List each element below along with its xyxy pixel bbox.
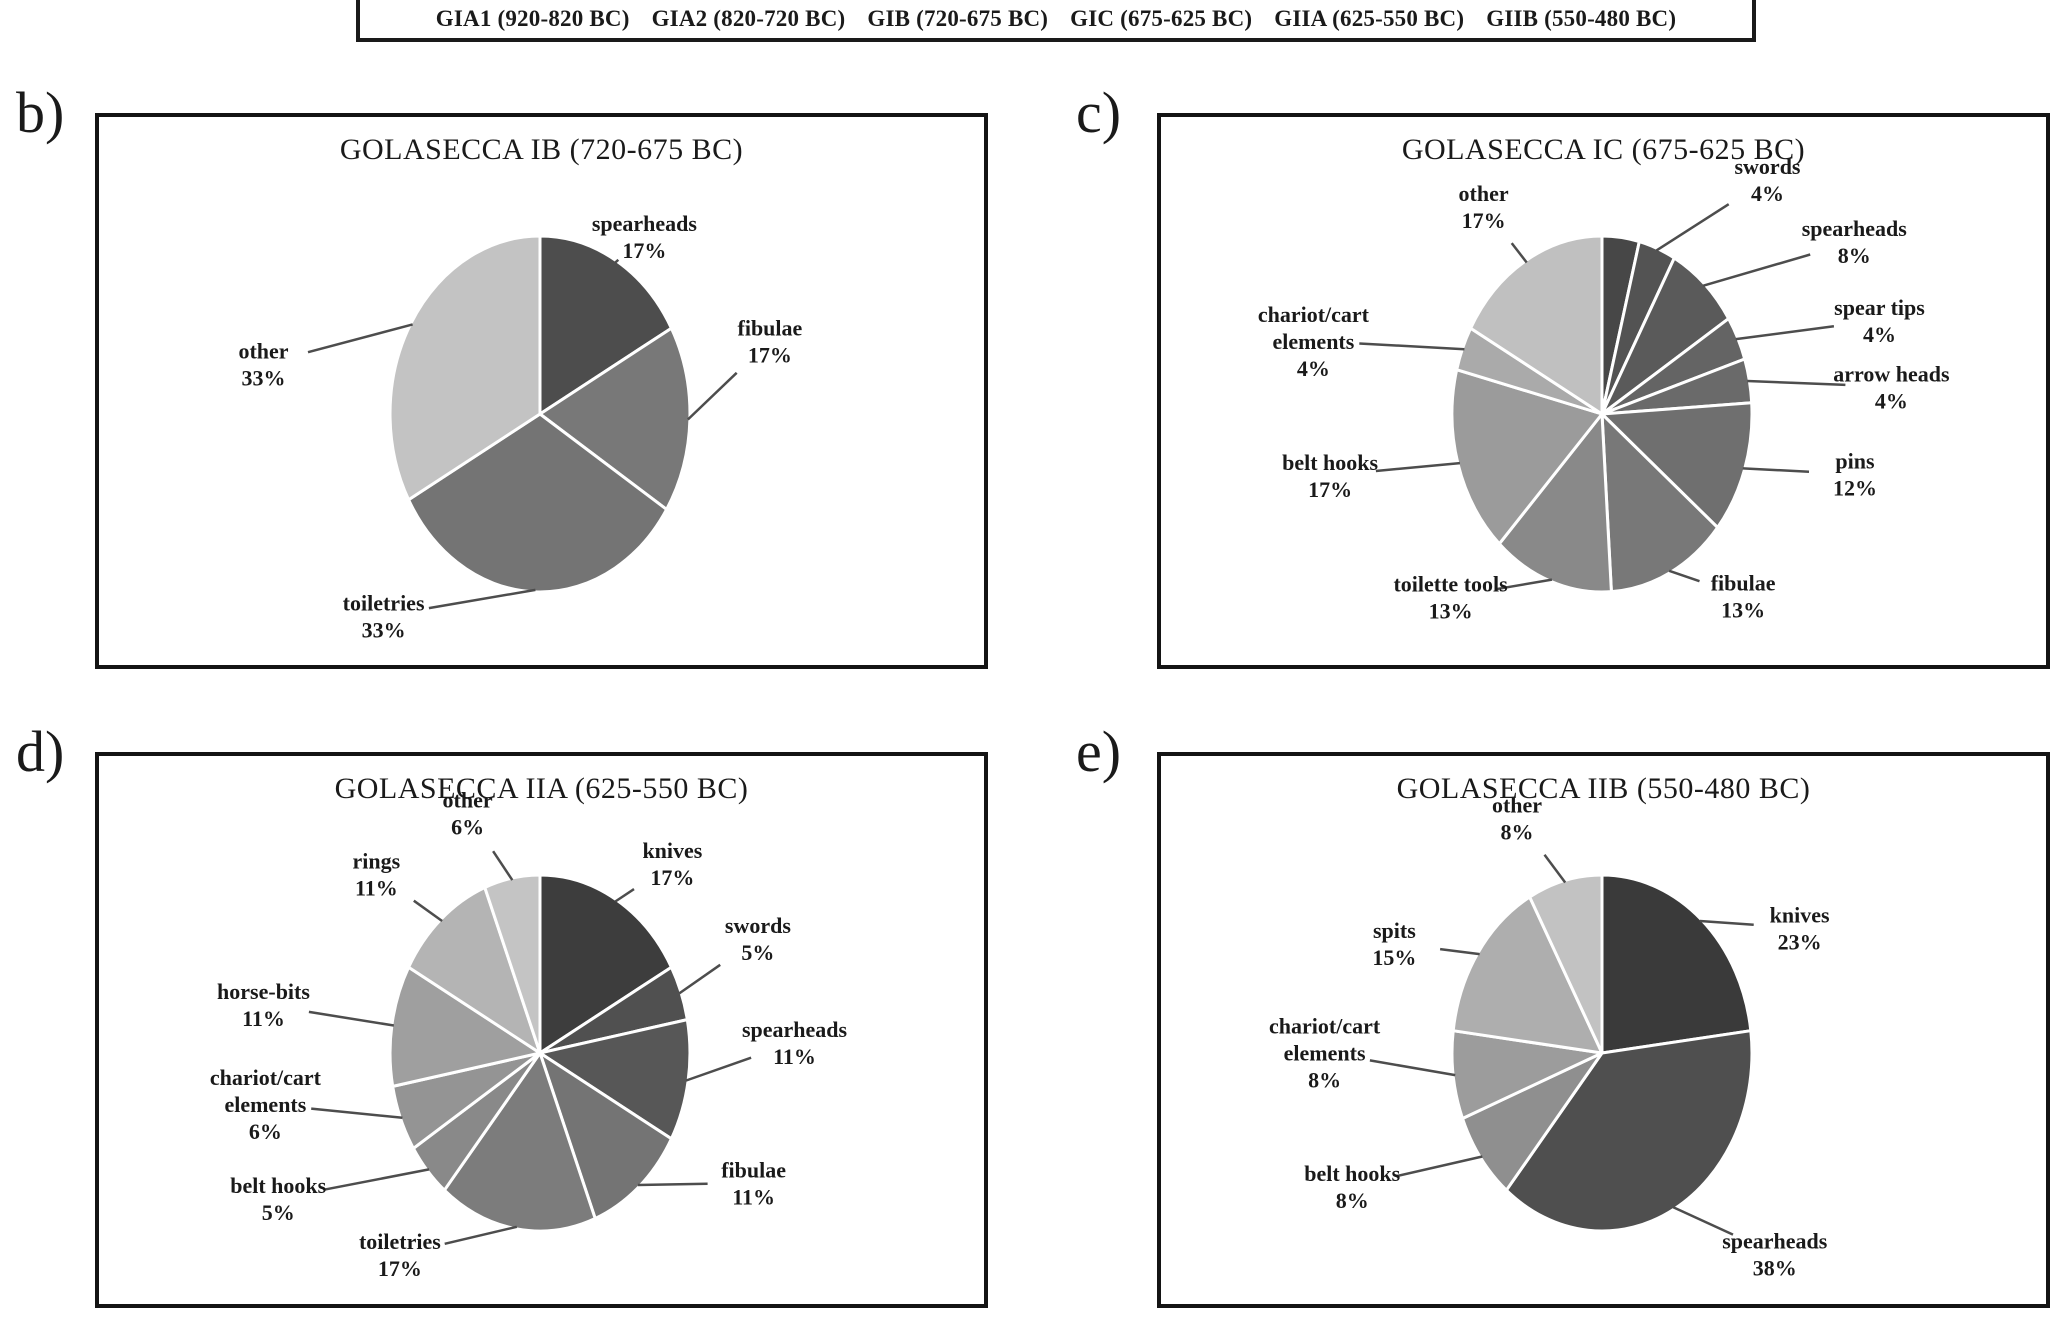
leader-line-belt-hooks xyxy=(1396,1155,1483,1178)
slice-label-fibulae: fibulae 13% xyxy=(1711,571,1776,623)
leader-line-spearheads xyxy=(614,258,620,264)
slice-label-arrow-heads: arrow heads 4% xyxy=(1833,361,1950,413)
pie-slice-knives xyxy=(1600,873,1753,1055)
leader-line-chariot-cart-elements xyxy=(1369,1059,1456,1077)
panel-letter-e: e) xyxy=(1076,719,1122,784)
panel-golasecca-ic: GOLASECCA IC (675-625 BC) swords 4% spearh… xyxy=(1157,113,2050,669)
slice-label-fibulae: fibulae 17% xyxy=(738,315,803,367)
slice-label-other: other 33% xyxy=(238,339,288,391)
slice-label-toiletries: toiletries 17% xyxy=(359,1229,441,1281)
leader-line-swords xyxy=(678,963,721,995)
chart-title-ic: GOLASECCA IC (675-625 BC) xyxy=(1401,133,1806,166)
slice-label-pins: pins 12% xyxy=(1833,449,1877,501)
leader-line-spearheads xyxy=(685,1056,752,1082)
period-label-gic: GIC (675-625 BC) xyxy=(1070,6,1253,31)
leader-line-belt-hooks xyxy=(323,1168,430,1192)
slice-label-belt-hooks: belt hooks 5% xyxy=(230,1173,326,1225)
period-label-giib: GIIB (550-480 BC) xyxy=(1486,6,1677,31)
slice-label-chariot-cart-elements: chariot/cart elements 6% xyxy=(210,1065,322,1144)
slice-label-spearheads: spearheads 38% xyxy=(1722,1228,1828,1280)
leader-line-knives xyxy=(614,888,635,903)
pie-slice-other xyxy=(388,234,542,502)
chart-title-iia: GOLASECCA IIA (625-550 BC) xyxy=(334,772,749,805)
slice-label-belt-hooks: belt hooks 8% xyxy=(1304,1161,1400,1213)
leader-line-arrow-heads xyxy=(1747,379,1846,387)
chronology-header-box: GIA1 (920-820 BC) GIA2 (820-720 BC) GIB … xyxy=(356,0,1756,42)
leader-line-other xyxy=(1543,854,1567,884)
slice-label-swords: swords 5% xyxy=(725,913,791,965)
leader-line-spits xyxy=(1439,947,1480,956)
chart-title-ib: GOLASECCA IB (720-675 BC) xyxy=(339,133,744,166)
slice-label-spear-tips: spear tips 4% xyxy=(1834,295,1925,347)
leader-line-knives xyxy=(1699,919,1754,927)
leader-line-other xyxy=(492,850,514,881)
leader-line-toiletries xyxy=(428,588,536,610)
slice-label-rings: rings 11% xyxy=(353,849,401,901)
slice-label-toilette-tools: toilette tools 13% xyxy=(1393,572,1508,624)
leader-line-fibulae xyxy=(687,371,738,421)
slice-label-horse-bits: horse-bits 11% xyxy=(217,979,310,1031)
slice-label-belt-hooks: belt hooks 17% xyxy=(1282,450,1378,502)
leader-line-belt-hooks xyxy=(1375,461,1461,473)
panel-letter-d: d) xyxy=(16,719,65,784)
leader-line-chariot-cart-elements xyxy=(1359,342,1465,351)
pie-slice-toiletries xyxy=(442,1051,597,1233)
leader-line-spearheads xyxy=(1702,253,1811,287)
slice-label-toiletries: toiletries 33% xyxy=(343,590,425,642)
leader-line-toiletries xyxy=(444,1225,518,1246)
slice-label-swords: swords 4% xyxy=(1734,154,1800,206)
slice-label-other: other 17% xyxy=(1459,181,1509,233)
slice-label-knives: knives 23% xyxy=(1770,903,1830,955)
slice-label-knives: knives 17% xyxy=(642,838,702,890)
leader-line-horse-bits xyxy=(308,1010,394,1027)
period-label-giia: GIIA (625-550 BC) xyxy=(1274,6,1465,31)
leader-line-spearheads xyxy=(1672,1206,1734,1236)
period-label-gib: GIB (720-675 BC) xyxy=(867,6,1049,31)
slice-label-spits: spits 15% xyxy=(1372,918,1416,970)
leader-line-fibulae xyxy=(637,1182,708,1187)
panel-letter-b: b) xyxy=(16,80,65,145)
pie-slice-fibulae xyxy=(538,326,692,511)
leader-line-other xyxy=(1510,242,1528,264)
leader-line-rings xyxy=(413,899,443,923)
leader-line-chariot-cart-elements xyxy=(311,1107,403,1120)
leader-line-swords xyxy=(1655,203,1730,252)
pie-chart-ic: swords 4%spearheads 8% spear tips 4% arrow he… xyxy=(1258,154,1950,624)
pie-chart-iib: knives 23% spearheads 38% belt hooks 8% chario… xyxy=(1269,792,1830,1280)
slice-label-chariot-cart-elements: chariot/cart elements 8% xyxy=(1269,1014,1381,1093)
pie-slice-fibulae xyxy=(1600,412,1720,594)
pie-slice-toilette-tools xyxy=(1497,412,1613,594)
panel-golasecca-iib: GOLASECCA IIB (550-480 BC) knives 23% spea… xyxy=(1157,752,2050,1308)
period-label-gia1: GIA1 (920-820 BC) xyxy=(435,6,630,31)
leader-line-other xyxy=(307,323,413,354)
panel-letter-c: c) xyxy=(1076,80,1122,145)
slice-label-chariot-cart-elements: chariot/cart elements 4% xyxy=(1258,302,1370,381)
panel-golasecca-ib: GOLASECCA IB (720-675 BC) spearheads 17% f… xyxy=(95,113,988,669)
slice-label-other: other 8% xyxy=(1492,792,1542,844)
pie-chart-iia: knives 17% swords 5% spearheads 11% fibulae 11%… xyxy=(210,787,848,1281)
period-label-gia2: GIA2 (820-720 BC) xyxy=(651,6,846,31)
slice-label-spearheads: spearheads 8% xyxy=(1802,216,1908,268)
slice-label-fibulae: fibulae 11% xyxy=(721,1158,786,1210)
slice-label-spearheads: spearheads 11% xyxy=(742,1017,848,1069)
panel-golasecca-iia: GOLASECCA IIA (625-550 BC) knives 17% swor… xyxy=(95,752,988,1308)
leader-line-spear-tips xyxy=(1735,325,1835,341)
slice-label-other: other 6% xyxy=(443,787,493,839)
pie-slice-fibulae xyxy=(538,1051,673,1220)
pie-chart-ib: spearheads 17% fibulae 17% toiletries 33% othe… xyxy=(238,211,803,642)
chart-title-iib: GOLASECCA IIB (550-480 BC) xyxy=(1396,772,1811,805)
slice-label-spearheads: spearheads 17% xyxy=(592,211,698,263)
leader-line-fibulae xyxy=(1668,569,1700,583)
leader-line-toilette-tools xyxy=(1495,578,1553,591)
leader-line-pins xyxy=(1742,467,1810,473)
